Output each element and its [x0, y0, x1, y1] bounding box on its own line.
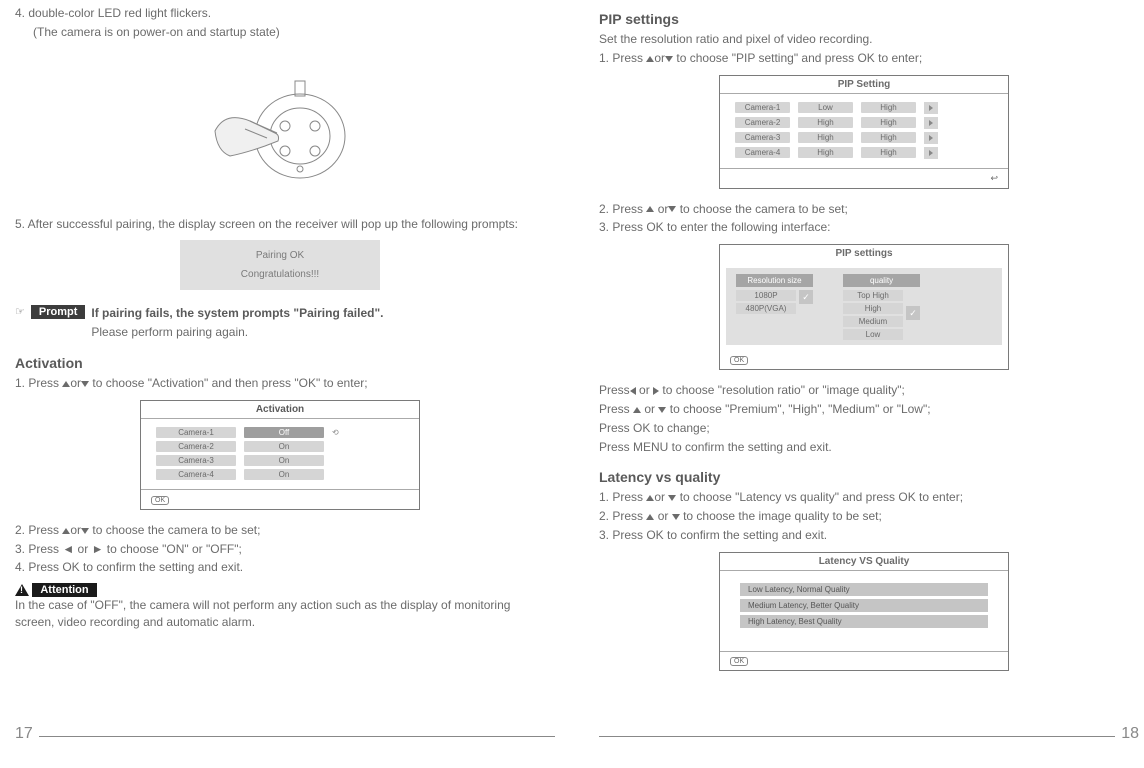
list-item: 480P(VGA): [736, 303, 796, 314]
activation-title: Activation: [15, 355, 545, 371]
ok-badge: OK: [730, 657, 748, 666]
quality-col: quality Top High High Medium Low ✓: [843, 274, 920, 342]
prompt-line2: Please perform pairing again.: [91, 324, 383, 341]
lat-step1: 1. Press or to choose "Latency vs qualit…: [599, 489, 1129, 506]
pip-after2: Press or to choose "Premium", "High", "M…: [599, 401, 1129, 418]
table-row: Camera-2On: [156, 441, 404, 452]
activation-panel: Activation Camera-1Off⟲ Camera-2On Camer…: [140, 400, 420, 510]
list-item: High: [843, 303, 903, 314]
right-arrow-icon: [924, 132, 938, 144]
pairing-ok-box: Pairing OK Congratulations!!!: [180, 240, 380, 290]
activation-panel-title: Activation: [141, 401, 419, 419]
left-icon: [630, 387, 636, 395]
attention-text: In the case of "OFF", the camera will no…: [15, 597, 545, 631]
pointer-icon: ☞: [15, 305, 25, 318]
down-icon: [81, 528, 89, 534]
pip-step3: 3. Press OK to enter the following inter…: [599, 219, 1129, 236]
lat-step3: 3. Press OK to confirm the setting and e…: [599, 527, 1129, 544]
list-item: Low Latency, Normal Quality: [740, 583, 988, 596]
pip-panel-2: PIP settings Resolution size 1080P 480P(…: [719, 244, 1009, 370]
right-arrow-icon: [924, 117, 938, 129]
table-row: Camera-3HighHigh: [735, 132, 993, 144]
prompt-row: ☞ Prompt If pairing fails, the system pr…: [15, 305, 545, 343]
check-icon: ✓: [799, 290, 813, 304]
table-row: Camera-1LowHigh: [735, 102, 993, 114]
resolution-col: Resolution size 1080P 480P(VGA) ✓: [736, 274, 813, 342]
act-step4: 4. Press OK to confirm the setting and e…: [15, 559, 545, 576]
pip-after1: Press or to choose "resolution ratio" or…: [599, 382, 1129, 399]
footer-rule: [599, 736, 1115, 743]
list-item: High Latency, Best Quality: [740, 615, 988, 628]
latency-panel-title: Latency VS Quality: [720, 553, 1008, 571]
down-icon: [668, 495, 676, 501]
up-icon: [633, 407, 641, 413]
hand-press-diagram: [205, 61, 355, 191]
table-row: Camera-4On: [156, 469, 404, 480]
act-step3: 3. Press ◄ or ► to choose "ON" or "OFF";: [15, 541, 545, 558]
step5-text: 5. After successful pairing, the display…: [15, 216, 545, 233]
pip-intro: Set the resolution ratio and pixel of vi…: [599, 31, 1129, 48]
prompt-line1: If pairing fails, the system prompts "Pa…: [91, 305, 383, 322]
down-icon: [668, 206, 676, 212]
table-row: Camera-3On: [156, 455, 404, 466]
slider-icon: ⟲: [332, 428, 339, 437]
right-arrow-icon: [924, 102, 938, 114]
down-icon: [81, 381, 89, 387]
table-row: Camera-4HighHigh: [735, 147, 993, 159]
attention-row: Attention: [15, 582, 545, 597]
list-item: Low: [843, 329, 903, 340]
page-17: 4. double-color LED red light flickers. …: [0, 5, 560, 745]
list-item: Medium Latency, Better Quality: [740, 599, 988, 612]
pip-step2: 2. Press or to choose the camera to be s…: [599, 201, 1129, 218]
ok-badge: OK: [730, 356, 748, 365]
pip-step1: 1. Press or to choose "PIP setting" and …: [599, 50, 1129, 67]
list-item: Medium: [843, 316, 903, 327]
down-icon: [665, 56, 673, 62]
list-item: Top High: [843, 290, 903, 301]
table-row: Camera-2HighHigh: [735, 117, 993, 129]
pip-after4: Press MENU to confirm the setting and ex…: [599, 439, 1129, 456]
return-icon: ↩: [990, 173, 998, 183]
pairing-line2: Congratulations!!!: [180, 269, 380, 280]
act-step2: 2. Press or to choose the camera to be s…: [15, 522, 545, 539]
latency-panel: Latency VS Quality Low Latency, Normal Q…: [719, 552, 1009, 671]
ok-badge: OK: [151, 496, 169, 505]
page-18: PIP settings Set the resolution ratio an…: [584, 5, 1144, 745]
warning-icon: [15, 584, 29, 596]
list-item: 1080P: [736, 290, 796, 301]
up-icon: [646, 514, 654, 520]
footer-left: 17: [15, 725, 555, 743]
page-number: 18: [1121, 725, 1139, 743]
footer-right: 18: [599, 725, 1139, 743]
attention-badge: Attention: [32, 583, 96, 597]
up-icon: [646, 206, 654, 212]
pip-panel1-title: PIP Setting: [720, 76, 1008, 94]
lat-step2: 2. Press or to choose the image quality …: [599, 508, 1129, 525]
latency-title: Latency vs quality: [599, 469, 1129, 485]
pip-title: PIP settings: [599, 11, 1129, 27]
pip-after3: Press OK to change;: [599, 420, 1129, 437]
page-number: 17: [15, 725, 33, 743]
table-row: Camera-1Off⟲: [156, 427, 404, 438]
right-icon: [653, 387, 659, 395]
activation-step1: 1. Press or to choose "Activation" and t…: [15, 375, 545, 392]
down-icon: [658, 407, 666, 413]
prompt-badge: Prompt: [31, 305, 86, 319]
footer-rule: [39, 736, 555, 743]
pip-panel-1: PIP Setting Camera-1LowHigh Camera-2High…: [719, 75, 1009, 189]
step4-line2: (The camera is on power-on and startup s…: [15, 24, 545, 41]
down-icon: [672, 514, 680, 520]
pip-panel2-title: PIP settings: [720, 245, 1008, 262]
pairing-line1: Pairing OK: [180, 250, 380, 261]
right-arrow-icon: [924, 147, 938, 159]
step4-line1: 4. double-color LED red light flickers.: [15, 5, 545, 22]
check-icon: ✓: [906, 306, 920, 320]
